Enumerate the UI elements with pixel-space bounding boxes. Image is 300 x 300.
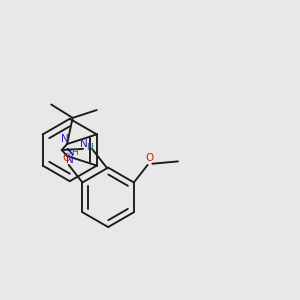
Text: H: H — [71, 148, 77, 158]
Text: N: N — [61, 134, 69, 144]
Text: N: N — [66, 155, 73, 165]
Text: N: N — [80, 139, 88, 149]
Text: O: O — [62, 153, 70, 164]
Text: O: O — [145, 153, 153, 164]
Text: H: H — [86, 142, 93, 152]
